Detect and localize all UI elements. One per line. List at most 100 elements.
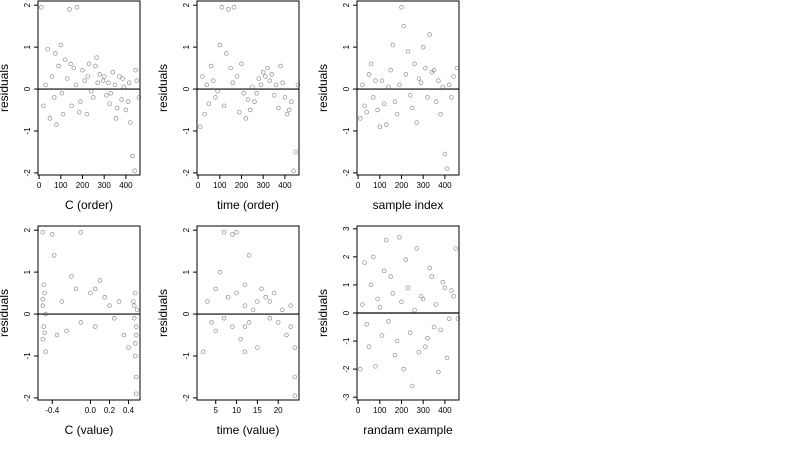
data-point [390,42,396,48]
y-tick-label: -1 [342,337,351,345]
data-point [213,328,218,334]
data-point [364,109,370,115]
data-point [132,303,137,308]
data-point [67,7,72,12]
data-point [69,103,74,109]
data-point [284,332,289,338]
x-axis-title: C (order) [65,198,113,212]
data-point [442,285,448,290]
data-point [436,78,441,83]
data-point [375,107,380,113]
data-point [211,78,216,83]
plot-frame [196,0,300,176]
data-point [78,230,84,235]
data-point [284,111,290,117]
data-point [125,99,131,104]
data-point [416,76,422,81]
data-point [84,111,90,117]
data-point [416,350,422,355]
data-point [280,307,285,313]
data-point [132,315,137,321]
y-axis-title: residuals [156,64,170,112]
data-point [117,74,122,79]
data-point [202,111,207,117]
data-point [438,327,443,333]
data-point [231,5,237,10]
data-point [237,109,242,115]
data-point [112,82,118,88]
y-tick-label: 1 [23,44,32,49]
data-point [278,63,283,69]
data-point [112,315,117,321]
data-point [440,279,445,285]
data-point [133,374,139,380]
y-tick-label: 0 [342,86,351,91]
data-point [423,65,428,71]
data-point [427,32,432,37]
data-point [260,70,266,75]
chart-panel-2: 0 100 200 300 400 -2 -1 0 1 2 time (order) residual… [156,0,301,212]
data-point [134,78,139,83]
data-point [53,51,58,56]
data-point [288,303,293,308]
data-point [113,116,119,121]
y-tick-label: -1 [23,127,32,135]
data-point [269,72,275,77]
data-point [275,320,281,325]
data-point [60,111,66,117]
data-point [446,316,452,321]
data-point [292,374,298,380]
data-point [399,299,404,305]
data-point [42,290,47,296]
data-point [412,307,417,313]
data-point [230,232,235,237]
x-axis-title: time (order) [217,198,279,212]
x-tick-label: 300 [98,181,112,190]
data-point [239,61,244,67]
data-point [451,293,456,299]
data-point [59,90,65,96]
data-point [78,99,83,104]
x-tick-label: 0 [196,181,201,190]
data-point [42,330,47,336]
data-point [247,107,253,113]
data-point [440,84,445,90]
data-point [255,299,260,304]
data-point [101,74,107,79]
y-axis-title: residuals [316,289,330,337]
data-point [414,246,419,251]
data-point [59,299,65,304]
data-point [241,90,246,96]
data-point [80,67,85,73]
data-point [108,90,113,96]
data-point [221,315,227,321]
data-point [371,254,376,260]
y-tick-label: 2 [342,2,351,7]
data-point [86,61,92,67]
y-tick-label: -3 [342,393,351,401]
data-point [41,103,46,109]
data-point [226,7,231,12]
data-point [418,80,424,86]
data-point [403,72,409,77]
data-point [371,95,376,100]
data-point [93,63,98,69]
data-point [423,344,428,349]
data-point [256,76,262,81]
x-tick-label: 15 [253,406,262,415]
data-point [133,332,139,338]
data-point [429,70,435,75]
data-point [213,286,218,292]
data-point [121,332,127,338]
x-tick-label: 400 [119,181,133,190]
y-tick-label: -1 [182,127,191,135]
data-point [64,328,69,334]
data-point [410,383,415,389]
data-point [433,99,439,104]
data-point [368,282,374,288]
data-point [40,297,46,302]
x-tick-label: 10 [232,406,241,415]
data-point [91,95,96,100]
y-tick-label: 3 [342,226,351,231]
x-tick-label: 0 [356,181,361,190]
